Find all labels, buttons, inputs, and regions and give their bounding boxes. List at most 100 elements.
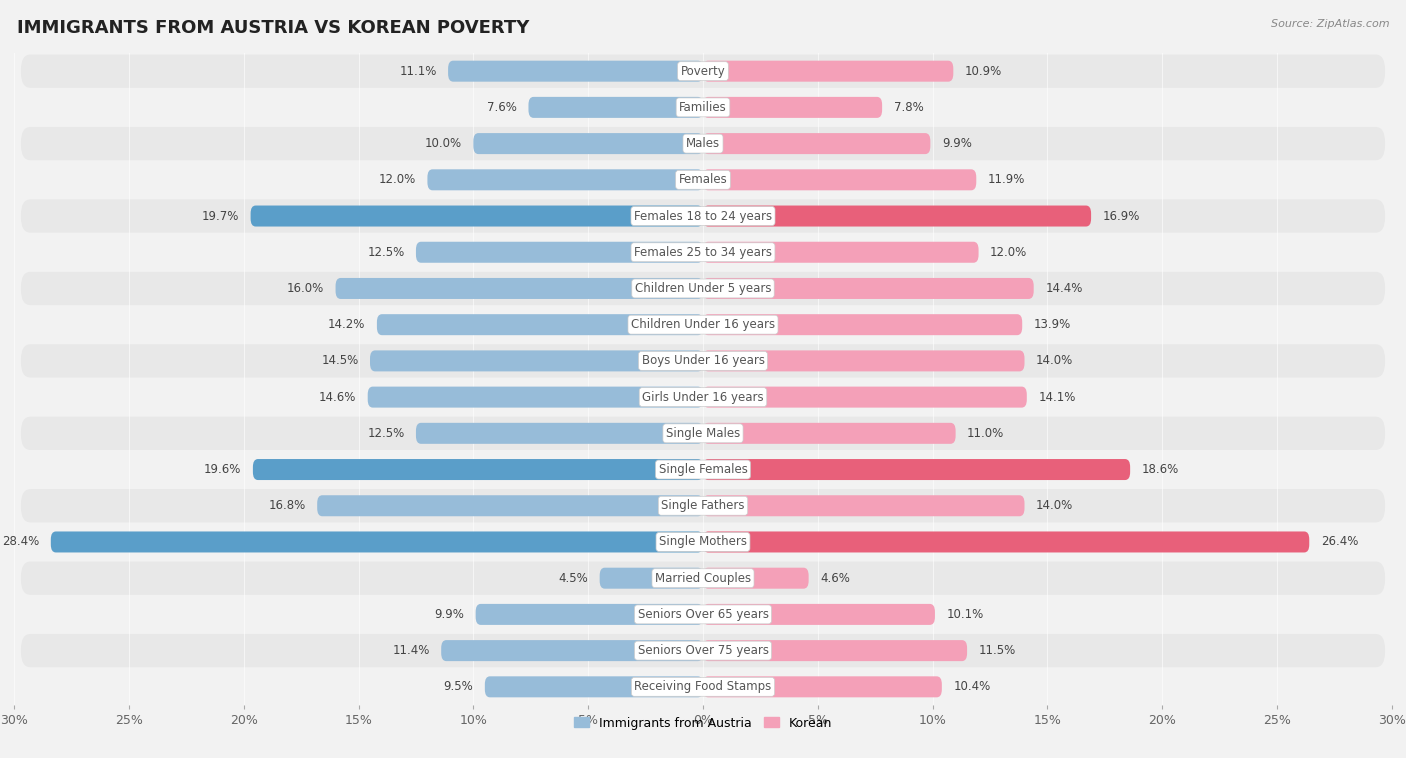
- FancyBboxPatch shape: [703, 61, 953, 82]
- Text: 4.6%: 4.6%: [820, 572, 851, 584]
- FancyBboxPatch shape: [21, 562, 1385, 595]
- FancyBboxPatch shape: [449, 61, 703, 82]
- FancyBboxPatch shape: [21, 272, 1385, 305]
- FancyBboxPatch shape: [703, 278, 1033, 299]
- FancyBboxPatch shape: [21, 598, 1385, 631]
- FancyBboxPatch shape: [21, 55, 1385, 88]
- FancyBboxPatch shape: [336, 278, 703, 299]
- FancyBboxPatch shape: [703, 495, 1025, 516]
- Text: 19.7%: 19.7%: [201, 209, 239, 223]
- Text: 16.8%: 16.8%: [269, 500, 305, 512]
- FancyBboxPatch shape: [475, 604, 703, 625]
- FancyBboxPatch shape: [318, 495, 703, 516]
- Text: Families: Families: [679, 101, 727, 114]
- Text: 16.9%: 16.9%: [1102, 209, 1140, 223]
- FancyBboxPatch shape: [21, 634, 1385, 667]
- Text: 14.4%: 14.4%: [1045, 282, 1083, 295]
- FancyBboxPatch shape: [51, 531, 703, 553]
- FancyBboxPatch shape: [529, 97, 703, 118]
- Text: 14.6%: 14.6%: [319, 390, 356, 403]
- Text: 11.4%: 11.4%: [392, 644, 430, 657]
- FancyBboxPatch shape: [370, 350, 703, 371]
- Text: Single Fathers: Single Fathers: [661, 500, 745, 512]
- FancyBboxPatch shape: [21, 236, 1385, 269]
- FancyBboxPatch shape: [21, 199, 1385, 233]
- Text: 12.0%: 12.0%: [990, 246, 1028, 258]
- Text: 26.4%: 26.4%: [1320, 535, 1358, 549]
- FancyBboxPatch shape: [21, 525, 1385, 559]
- Text: 14.1%: 14.1%: [1038, 390, 1076, 403]
- FancyBboxPatch shape: [21, 163, 1385, 196]
- FancyBboxPatch shape: [21, 308, 1385, 341]
- Text: Males: Males: [686, 137, 720, 150]
- FancyBboxPatch shape: [441, 640, 703, 661]
- Text: Children Under 5 years: Children Under 5 years: [634, 282, 772, 295]
- Text: 13.9%: 13.9%: [1033, 318, 1071, 331]
- Text: Females 25 to 34 years: Females 25 to 34 years: [634, 246, 772, 258]
- FancyBboxPatch shape: [703, 423, 956, 444]
- Text: Married Couples: Married Couples: [655, 572, 751, 584]
- Text: 14.5%: 14.5%: [322, 355, 359, 368]
- Text: 10.9%: 10.9%: [965, 64, 1002, 77]
- Text: Source: ZipAtlas.com: Source: ZipAtlas.com: [1271, 19, 1389, 29]
- FancyBboxPatch shape: [703, 676, 942, 697]
- FancyBboxPatch shape: [703, 169, 976, 190]
- FancyBboxPatch shape: [377, 314, 703, 335]
- Text: 9.9%: 9.9%: [942, 137, 972, 150]
- Legend: Immigrants from Austria, Korean: Immigrants from Austria, Korean: [568, 712, 838, 735]
- Text: 12.0%: 12.0%: [378, 174, 416, 186]
- Text: 10.4%: 10.4%: [953, 681, 991, 694]
- FancyBboxPatch shape: [703, 133, 931, 154]
- Text: 18.6%: 18.6%: [1142, 463, 1178, 476]
- FancyBboxPatch shape: [21, 670, 1385, 703]
- Text: Receiving Food Stamps: Receiving Food Stamps: [634, 681, 772, 694]
- Text: Children Under 16 years: Children Under 16 years: [631, 318, 775, 331]
- FancyBboxPatch shape: [21, 344, 1385, 377]
- FancyBboxPatch shape: [703, 97, 882, 118]
- FancyBboxPatch shape: [703, 459, 1130, 480]
- FancyBboxPatch shape: [703, 350, 1025, 371]
- Text: Single Mothers: Single Mothers: [659, 535, 747, 549]
- FancyBboxPatch shape: [599, 568, 703, 589]
- FancyBboxPatch shape: [253, 459, 703, 480]
- Text: Seniors Over 65 years: Seniors Over 65 years: [637, 608, 769, 621]
- Text: 28.4%: 28.4%: [1, 535, 39, 549]
- FancyBboxPatch shape: [427, 169, 703, 190]
- Text: 16.0%: 16.0%: [287, 282, 323, 295]
- FancyBboxPatch shape: [703, 640, 967, 661]
- FancyBboxPatch shape: [21, 489, 1385, 522]
- Text: 7.6%: 7.6%: [486, 101, 517, 114]
- Text: 4.5%: 4.5%: [558, 572, 588, 584]
- FancyBboxPatch shape: [485, 676, 703, 697]
- Text: 12.5%: 12.5%: [367, 427, 405, 440]
- Text: IMMIGRANTS FROM AUSTRIA VS KOREAN POVERTY: IMMIGRANTS FROM AUSTRIA VS KOREAN POVERT…: [17, 19, 529, 37]
- Text: 11.1%: 11.1%: [399, 64, 437, 77]
- FancyBboxPatch shape: [250, 205, 703, 227]
- Text: Seniors Over 75 years: Seniors Over 75 years: [637, 644, 769, 657]
- FancyBboxPatch shape: [703, 568, 808, 589]
- FancyBboxPatch shape: [21, 127, 1385, 160]
- FancyBboxPatch shape: [703, 314, 1022, 335]
- FancyBboxPatch shape: [368, 387, 703, 408]
- FancyBboxPatch shape: [703, 604, 935, 625]
- Text: 9.9%: 9.9%: [434, 608, 464, 621]
- Text: 10.1%: 10.1%: [946, 608, 984, 621]
- Text: 14.0%: 14.0%: [1036, 355, 1073, 368]
- Text: 11.0%: 11.0%: [967, 427, 1004, 440]
- FancyBboxPatch shape: [416, 423, 703, 444]
- Text: 7.8%: 7.8%: [894, 101, 924, 114]
- FancyBboxPatch shape: [21, 417, 1385, 450]
- Text: 12.5%: 12.5%: [367, 246, 405, 258]
- FancyBboxPatch shape: [21, 453, 1385, 486]
- FancyBboxPatch shape: [416, 242, 703, 263]
- FancyBboxPatch shape: [21, 381, 1385, 414]
- FancyBboxPatch shape: [474, 133, 703, 154]
- FancyBboxPatch shape: [703, 387, 1026, 408]
- FancyBboxPatch shape: [21, 91, 1385, 124]
- Text: 14.0%: 14.0%: [1036, 500, 1073, 512]
- FancyBboxPatch shape: [703, 205, 1091, 227]
- Text: Boys Under 16 years: Boys Under 16 years: [641, 355, 765, 368]
- FancyBboxPatch shape: [703, 531, 1309, 553]
- Text: Females 18 to 24 years: Females 18 to 24 years: [634, 209, 772, 223]
- Text: Single Males: Single Males: [666, 427, 740, 440]
